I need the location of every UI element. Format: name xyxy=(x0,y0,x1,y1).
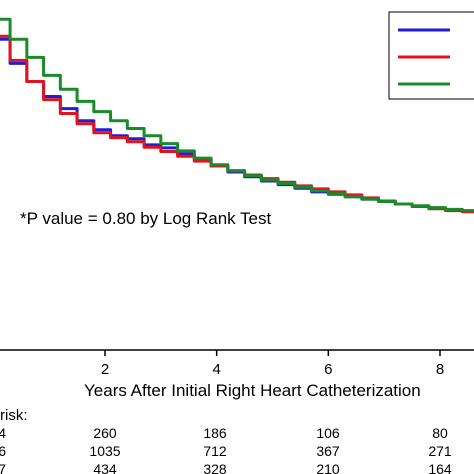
x-tick-label: 2 xyxy=(101,361,109,378)
risk-cell: 434 xyxy=(93,461,117,474)
risk-cell: 1035 xyxy=(89,443,120,459)
risk-cell: 367 xyxy=(316,443,340,459)
risk-table-header: risk: xyxy=(0,407,28,424)
risk-cell: 712 xyxy=(203,443,227,459)
risk-cell: 186 xyxy=(203,425,227,441)
p-value-annotation: *P value = 0.80 by Log Rank Test xyxy=(20,209,272,228)
risk-cell: 7 xyxy=(0,461,6,474)
risk-cell: 328 xyxy=(203,461,227,474)
x-tick-label: 4 xyxy=(212,361,220,378)
risk-cell: 4 xyxy=(0,425,6,441)
survival-curve-3 xyxy=(0,17,474,213)
x-tick-label: 6 xyxy=(324,361,332,378)
risk-cell: 164 xyxy=(428,461,452,474)
risk-cell: 106 xyxy=(316,425,340,441)
x-ticks: 2 4 6 8 xyxy=(101,350,444,378)
legend xyxy=(388,11,474,100)
risk-cell: 80 xyxy=(432,425,448,441)
x-axis-title: Years After Initial Right Heart Catheter… xyxy=(84,381,421,400)
series-layer xyxy=(0,17,474,214)
risk-cell: 271 xyxy=(428,443,452,459)
risk-cell: 260 xyxy=(93,425,117,441)
risk-table: 4 260 186 106 80 66 1035 712 367 271 7 434 328 210 164 xyxy=(0,425,452,474)
x-tick-label: 8 xyxy=(436,361,444,378)
risk-cell: 66 xyxy=(0,443,6,459)
risk-cell: 210 xyxy=(316,461,340,474)
